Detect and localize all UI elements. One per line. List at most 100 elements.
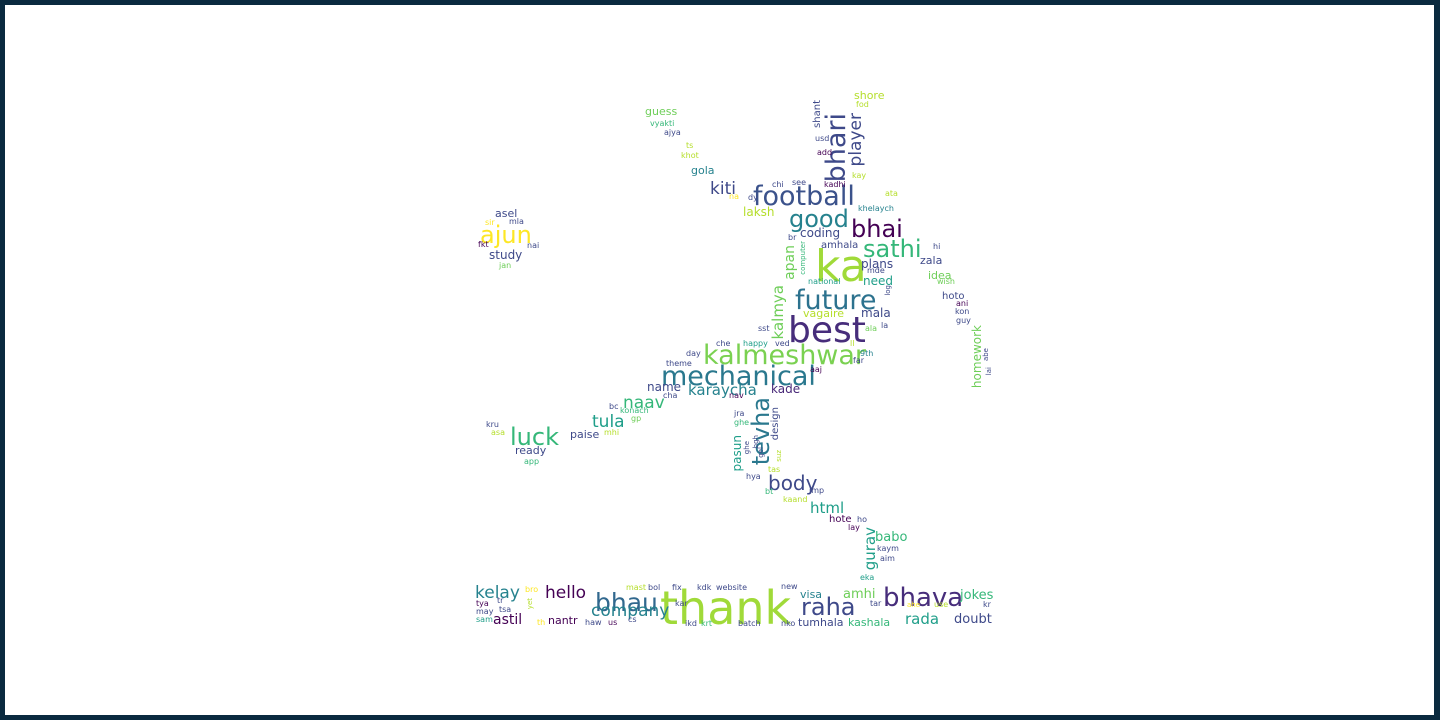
word-tula: tula	[592, 412, 625, 432]
word-bhava: bhava	[883, 583, 964, 613]
word-gp: gp	[631, 414, 642, 423]
word-kay: kay	[852, 171, 867, 180]
word-kru: kru	[486, 420, 499, 429]
word-company: company	[591, 601, 670, 621]
word-computer: computer	[799, 241, 807, 275]
word-ajya: ajya	[664, 128, 681, 137]
word-ts: ts	[686, 141, 694, 150]
word-luck: luck	[510, 423, 559, 451]
word-batch: batch	[738, 619, 761, 628]
word-astil: astil	[493, 612, 523, 628]
word-nko: nko	[781, 619, 796, 628]
word-bhau: bhau	[595, 588, 658, 617]
word-suz: suz	[775, 450, 783, 462]
word-visa: visa	[800, 588, 823, 601]
word-kaym: kaym	[877, 544, 899, 553]
word-la: la	[881, 321, 889, 330]
word-apan: apan	[782, 245, 798, 280]
word-mhi: mhi	[604, 428, 620, 437]
word-kdk: kdk	[697, 583, 712, 592]
word-dy: dy	[748, 193, 758, 202]
word-konach: konach	[620, 406, 649, 415]
word-nai: nai	[527, 241, 540, 250]
word-guess: guess	[645, 105, 678, 118]
word-may: may	[476, 607, 494, 616]
word-cs: cs	[628, 615, 637, 624]
word-thank: thank	[660, 581, 792, 635]
word-ata: ata	[885, 189, 898, 198]
word-shore: shore	[854, 89, 885, 102]
word-cha: cha	[663, 391, 678, 400]
word-che: che	[716, 339, 731, 348]
word-football: football	[753, 181, 855, 212]
word-day: day	[686, 349, 701, 358]
word-kar: kar	[675, 599, 688, 608]
word-pasun: pasun	[730, 435, 744, 472]
word-bc: bc	[609, 402, 619, 411]
word-kadhi: kadhi	[824, 180, 846, 189]
word-imp: imp	[809, 486, 825, 495]
word-ved: ved	[775, 339, 790, 348]
word-ll: ll	[850, 339, 855, 348]
word-jra: jra	[734, 409, 745, 418]
word-ani: ani	[956, 299, 969, 308]
word-ajun: ajun	[480, 221, 532, 249]
word-na: na	[729, 192, 739, 201]
word-lay: lay	[848, 523, 860, 532]
word-name: name	[647, 380, 682, 394]
word-laksh: laksh	[743, 205, 775, 219]
word-fod: fod	[856, 100, 869, 109]
word-babo: babo	[875, 530, 908, 545]
word-gola: gola	[691, 164, 715, 177]
word-design: design	[770, 407, 781, 441]
word-gel: gel	[757, 447, 765, 458]
word-mala: mala	[861, 306, 891, 320]
word-kalmeshwar: kalmeshwar	[703, 340, 867, 371]
word-plans: plans	[861, 257, 894, 271]
word-kalmya: kalmya	[769, 285, 787, 340]
word-krt: krt	[701, 619, 713, 628]
word-karaycha: karaycha	[688, 381, 757, 399]
word-far: far	[853, 356, 865, 365]
word-haw: haw	[585, 618, 602, 627]
word-usd: usd	[815, 134, 830, 143]
word-abe: abe	[982, 348, 990, 362]
word-bol: bol	[648, 583, 661, 592]
word-asel: asel	[495, 207, 518, 220]
word-jan: jan	[499, 261, 512, 270]
word-app: app	[524, 457, 540, 466]
word-kiti: kiti	[710, 179, 736, 199]
word-nav: nav	[729, 391, 744, 400]
word-raha: raha	[801, 593, 856, 621]
word-cloud: thank ka best mechanical kalmeshwar foot…	[5, 5, 1434, 715]
word-tas: tas	[768, 465, 781, 474]
word-kr: kr	[983, 600, 991, 609]
word-ghe-2: ghe	[743, 441, 751, 455]
word-khot: khot	[681, 151, 699, 160]
word-player: player	[846, 113, 866, 167]
word-sir: sir	[485, 218, 495, 227]
word-hote: hote	[829, 514, 852, 525]
word-zala: zala	[920, 254, 943, 267]
word-study: study	[489, 248, 523, 262]
word-theme: theme	[666, 359, 692, 368]
word-shant: shant	[812, 100, 823, 128]
word-chi: chi	[772, 180, 784, 189]
word-add: add	[817, 148, 833, 157]
word-paise: paise	[570, 428, 600, 441]
word-tar: tar	[870, 599, 882, 608]
word-rada: rada	[905, 610, 940, 628]
word-wish: wish	[937, 277, 956, 286]
word-bhai: bhai	[851, 215, 903, 243]
word-lai: lai	[985, 367, 993, 376]
word-kaand: kaand	[783, 495, 808, 504]
word-sam: sam	[476, 615, 493, 624]
word-khelaych: khelaych	[858, 204, 894, 213]
word-fix: fix	[672, 583, 682, 592]
word-best: best	[788, 310, 866, 351]
word-fkt: fkt	[478, 240, 489, 249]
word-mechanical: mechanical	[661, 361, 816, 392]
word-us: us	[608, 618, 618, 627]
word-kon: kon	[955, 307, 970, 316]
word-eka: eka	[860, 573, 875, 582]
